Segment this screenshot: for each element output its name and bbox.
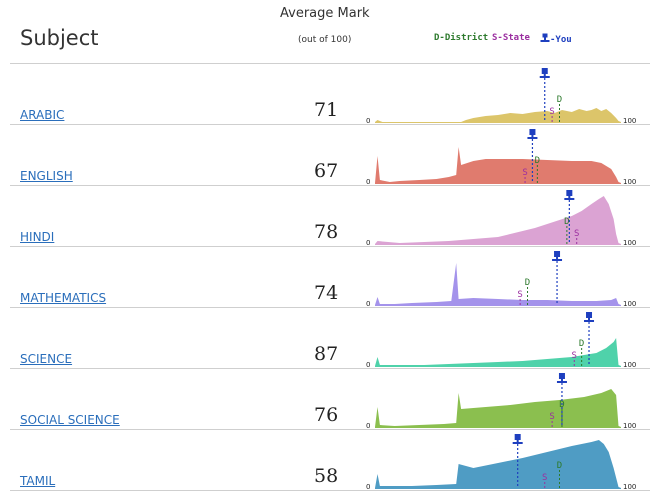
average-mark-header: Average Mark [280,6,370,21]
subject-link[interactable]: TAMIL [20,474,56,488]
legend-district: D-District [434,33,489,43]
axis-max-label: 100 [623,483,636,491]
row-divider [10,490,650,491]
axis-max-label: 100 [623,178,636,186]
subject-link[interactable]: HINDI [20,230,55,244]
distribution-area [375,263,621,305]
distribution-area [375,196,621,244]
subject-row: ARABIC 71 0 100 S D [0,64,650,125]
mark-distribution-chart: 0 100 SD [366,68,636,125]
legend-you: -You [540,33,572,45]
subject-link[interactable]: MATHEMATICS [20,291,107,305]
state-marker-label: S [542,473,547,483]
subject-row: SOCIAL SCIENCE760100SD [0,369,650,430]
average-mark-value: 76 [314,404,339,426]
distribution-area [375,389,621,427]
district-marker-label: D [579,339,584,349]
state-marker-label: S [549,107,554,117]
average-mark-value: 58 [314,465,339,487]
average-mark-value: 78 [314,221,339,243]
average-mark-value: 87 [314,343,339,365]
header-divider [10,63,650,64]
subject-link[interactable]: SCIENCE [20,352,73,366]
out-of-label: (out of 100) [298,35,352,45]
subject-row: SCIENCE 87 0 100 S D [0,308,650,369]
district-marker-label: D [535,156,540,166]
mark-distribution-chart: 0 100 SD [366,190,636,247]
mark-distribution-chart: 0 100 SD [366,251,636,308]
average-mark-value: 67 [314,160,339,182]
axis-min-label: 0 [366,483,370,491]
axis-max-label: 100 [623,117,636,125]
subject-row: HINDI 78 0 100 S D [0,186,650,247]
mark-distribution-chart: 0 100 SD [366,312,636,369]
you-pin-icon [539,68,550,122]
axis-min-label: 0 [366,178,370,186]
mark-distribution-chart: 0 100 SD [366,129,636,186]
subject-link[interactable]: ARABIC [20,108,65,122]
axis-min-label: 0 [366,239,370,247]
average-mark-value: 71 [314,99,339,121]
axis-min-label: 0 [366,300,370,308]
row-divider [10,368,650,369]
distribution-area [375,338,621,366]
subject-column-header: Subject [20,26,99,50]
average-mark-value: 74 [314,282,339,304]
you-pin-icon [556,373,567,427]
district-marker-label: D [564,217,569,227]
distribution-area [375,147,621,183]
legend-you-label: -You [550,35,572,45]
state-marker-label: S [574,229,579,239]
row-divider [10,307,650,308]
state-marker-label: S [522,168,527,178]
distribution-area [375,108,621,122]
row-divider [10,246,650,247]
axis-max-label: 100 [623,422,636,430]
axis-min-label: 0 [366,117,370,125]
pin-icon [540,33,550,42]
subject-row: TAMIL 58 0 100 S D [0,430,650,491]
you-pin-icon [527,129,538,183]
you-pin-icon [552,251,563,305]
you-pin-icon [512,434,523,488]
axis-min-label: 0 [366,361,370,369]
subject-link[interactable]: ENGLISH [20,169,73,183]
district-marker-label: D [557,461,562,471]
state-marker-label: S [549,412,554,422]
you-pin-icon [564,190,575,244]
row-divider [10,185,650,186]
distribution-area [375,440,621,488]
state-marker-label: S [572,351,577,361]
district-marker-label: D [557,95,562,105]
mark-distribution-chart: 0 100 SD [366,434,636,491]
axis-max-label: 100 [623,361,636,369]
axis-max-label: 100 [623,239,636,247]
axis-min-label: 0 [366,422,370,430]
row-divider [10,429,650,430]
subject-row: MATHEMATICS 74 0 100 S D [0,247,650,308]
you-pin-icon [584,312,595,366]
legend-state: S-State [492,33,530,43]
district-marker-label: D [525,278,530,288]
subject-link[interactable]: SOCIAL SCIENCE [20,413,120,427]
axis-max-label: 100 [623,300,636,308]
row-divider [10,124,650,125]
state-marker-label: S [517,290,522,300]
subject-row: ENGLISH 67 0 100 S D [0,125,650,186]
